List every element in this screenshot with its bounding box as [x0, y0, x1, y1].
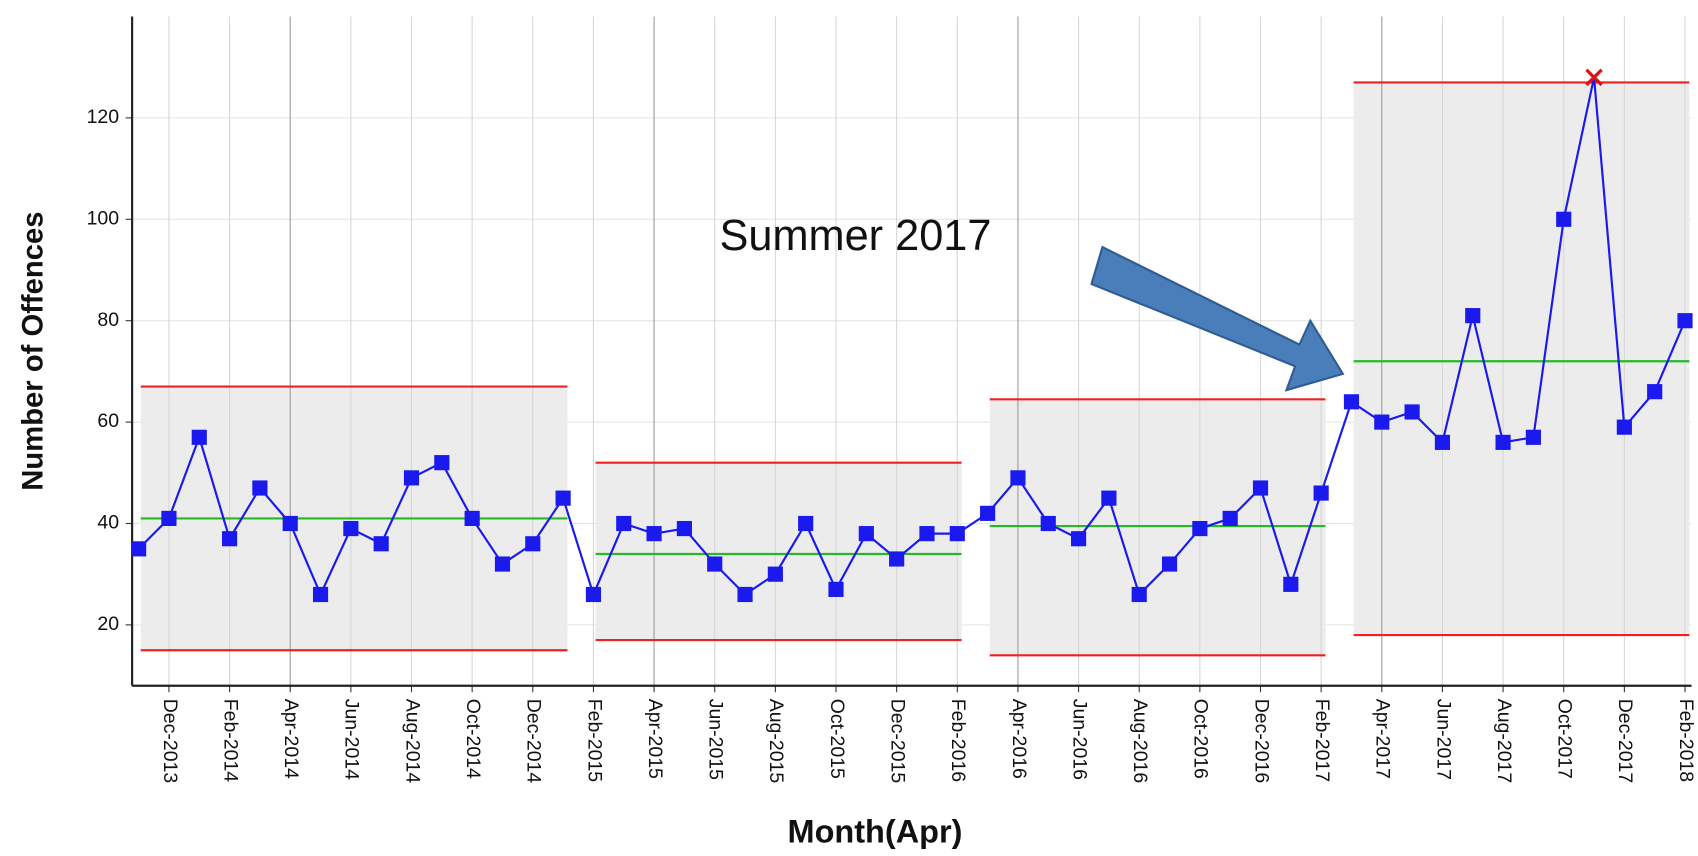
x-tick-label: Aug-2017: [1493, 699, 1515, 784]
data-point: [949, 526, 965, 542]
control-band: [1353, 82, 1690, 636]
x-tick-label: Jun-2017: [1432, 699, 1454, 780]
annotation: Summer 2017: [720, 212, 992, 260]
data-point: [373, 536, 389, 552]
x-tick-label: Apr-2017: [1372, 699, 1394, 779]
x-axis-label: Month(Apr): [788, 814, 963, 850]
y-tick-label: 60: [97, 410, 119, 432]
x-tick-label: Jun-2015: [705, 699, 727, 780]
x-tick-label: Dec-2016: [1250, 699, 1272, 783]
x-tick-label: Feb-2017: [1311, 699, 1333, 782]
data-point: [919, 526, 935, 542]
data-point: [252, 480, 268, 496]
x-tick-label: Jun-2016: [1068, 699, 1090, 780]
data-point: [131, 541, 147, 557]
data-point: [343, 520, 359, 537]
y-tick-label: 40: [97, 512, 119, 534]
x-tick-label: Oct-2016: [1190, 699, 1212, 779]
data-point: [161, 510, 177, 527]
data-line: [137, 77, 1687, 598]
data-point: [1495, 434, 1511, 450]
data-point: [1343, 394, 1360, 410]
data-point: [676, 520, 692, 537]
data-point: [889, 551, 905, 567]
data-point: [1070, 531, 1087, 547]
data-point: [858, 526, 874, 542]
control-band: [989, 399, 1326, 656]
x-tick-label: Feb-2015: [583, 699, 605, 783]
data-point: [1525, 429, 1541, 445]
y-tick-label: 80: [97, 309, 119, 331]
data-point: [616, 515, 632, 532]
data-point: [1192, 520, 1208, 537]
x-tick-label: Dec-2013: [159, 699, 181, 783]
data-point: [494, 556, 511, 572]
data-point: [191, 429, 207, 445]
data-point: [282, 515, 298, 532]
data-point: [1556, 211, 1572, 227]
x-tick-label: Aug-2016: [1129, 699, 1151, 784]
outlier-marker: [1585, 68, 1603, 87]
data-point: [555, 490, 571, 506]
data-point: [1404, 404, 1420, 420]
data-point: [434, 455, 450, 471]
plot-area: 20 40 60 80 100 120 Dec-2013 Feb-2014 Apr-2014 Ju…: [87, 16, 1697, 783]
data-point: [1434, 434, 1451, 450]
data-point: [767, 566, 783, 582]
data-point: [980, 505, 996, 521]
y-tick-label: 20: [97, 613, 119, 635]
x-tick-label: Oct-2015: [826, 699, 848, 779]
data-point: [798, 515, 814, 532]
data-point: [1010, 470, 1026, 486]
data-point: [1374, 414, 1390, 430]
data-point: [525, 536, 541, 552]
data-point: [403, 470, 420, 486]
data-point: [312, 586, 329, 603]
x-tick-label: Oct-2014: [462, 699, 484, 779]
y-tick-label: 120: [87, 106, 120, 128]
x-tick-label: Feb-2018: [1675, 699, 1697, 782]
x-tick-label: Aug-2014: [401, 699, 423, 784]
data-point: [1252, 480, 1269, 496]
data-point: [221, 531, 238, 547]
data-point: [737, 586, 753, 603]
y-tick-label: 100: [87, 207, 120, 229]
data-point: [1283, 576, 1299, 592]
x-tick-label: Feb-2014: [219, 699, 241, 783]
data-point: [707, 556, 723, 572]
arrow: [1090, 245, 1345, 392]
data-point: [1101, 490, 1117, 506]
x-tick-label: Jun-2014: [341, 699, 363, 780]
data-point: [1677, 313, 1693, 329]
data-point: [1222, 510, 1238, 527]
x-tick-label: Apr-2016: [1008, 699, 1030, 779]
data-point: [1647, 384, 1663, 400]
y-axis-label: Number of Offences: [17, 211, 49, 490]
data-point: [464, 510, 480, 527]
data-point: [1131, 586, 1147, 603]
data-point: [828, 581, 844, 597]
control-band: [595, 462, 962, 641]
x-tick-label: Dec-2015: [886, 699, 908, 784]
data-point: [1161, 556, 1178, 572]
data-point: [585, 586, 602, 603]
x-tick-label: Oct-2017: [1554, 699, 1576, 779]
x-tick-label: Dec-2014: [523, 699, 545, 784]
x-tick-label: Aug-2015: [765, 699, 787, 784]
x-tick-label: Dec-2017: [1614, 699, 1636, 783]
data-point: [1313, 485, 1329, 501]
data-point: [1465, 308, 1481, 324]
data-point: [1616, 419, 1632, 435]
x-tick-label: Apr-2015: [644, 699, 666, 779]
data-point: [1040, 515, 1056, 532]
data-point: [646, 526, 662, 542]
x-tick-label: Feb-2016: [947, 699, 969, 782]
x-tick-label: Apr-2014: [280, 699, 302, 779]
